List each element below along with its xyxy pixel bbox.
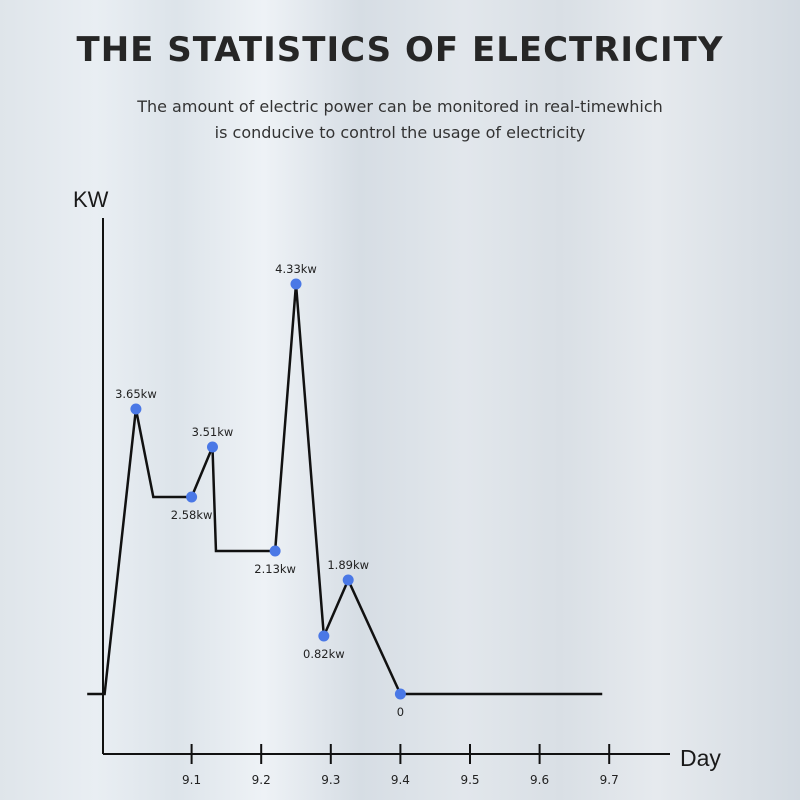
x-tick-label: 9.2 <box>252 773 271 787</box>
data-label: 2.13kw <box>254 562 296 576</box>
x-tick-label: 9.7 <box>600 773 619 787</box>
data-line <box>87 283 603 696</box>
data-label: 0.82kw <box>303 647 345 661</box>
data-point <box>269 545 281 557</box>
data-label: 0 <box>397 705 404 719</box>
data-point <box>290 278 302 290</box>
data-label: 1.89kw <box>327 558 369 572</box>
data-label: 4.33kw <box>275 262 317 276</box>
data-point <box>130 403 142 415</box>
data-point <box>394 688 406 700</box>
subtitle-line-2: is conducive to control the usage of ele… <box>214 123 586 142</box>
x-tick-label: 9.6 <box>530 773 549 787</box>
data-point <box>318 630 330 642</box>
x-tick-label: 9.5 <box>460 773 479 787</box>
data-point <box>186 491 198 503</box>
data-label: 3.51kw <box>192 425 234 439</box>
y-axis-label: KW <box>73 187 109 212</box>
x-tick-label: 9.4 <box>391 773 410 787</box>
x-axis-label: Day <box>680 745 721 771</box>
data-point <box>206 441 218 453</box>
data-label: 3.65kw <box>115 387 157 401</box>
x-tick-label: 9.3 <box>321 773 340 787</box>
page-title: THE STATISTICS OF ELECTRICITY <box>76 30 724 70</box>
subtitle-line-1: The amount of electric power can be moni… <box>137 97 663 116</box>
data-point <box>342 574 354 586</box>
x-tick-label: 9.1 <box>182 773 201 787</box>
data-label: 2.58kw <box>171 508 213 522</box>
